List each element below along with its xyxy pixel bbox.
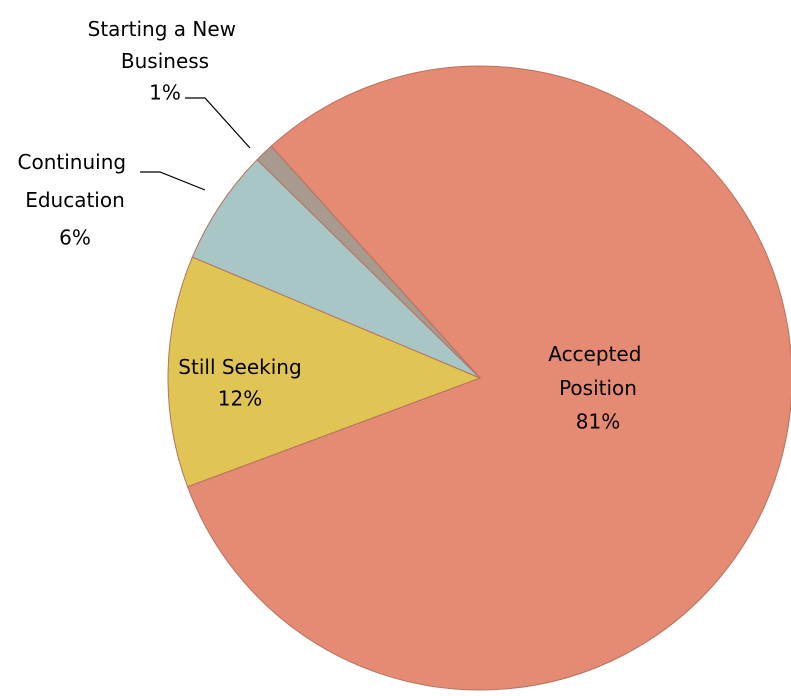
slice-label: Continuing Education: [18, 150, 133, 212]
pie-slice: [186, 65, 791, 691]
label-line: Accepted: [548, 342, 648, 366]
slice-label: Accepted Position: [548, 342, 648, 400]
slice-value-label: 81%: [576, 410, 620, 434]
label-line: Education: [25, 188, 125, 212]
label-line: Continuing: [18, 150, 133, 174]
pie-slice: [256, 145, 481, 379]
label-line: Position: [559, 376, 637, 400]
slice-value-label: 12%: [218, 387, 262, 411]
slice-label: Starting a New Business: [88, 17, 243, 73]
leader-line: [185, 97, 251, 149]
slice-label: Still Seeking: [178, 355, 301, 379]
slice-value-label: 6%: [59, 226, 91, 250]
pie-slice: [167, 256, 482, 488]
leader-line: [140, 171, 206, 191]
label-line: Starting a New: [88, 17, 243, 41]
label-line: Still Seeking: [178, 355, 301, 379]
slice-value-label: 1%: [149, 81, 181, 105]
label-line: Business: [121, 49, 209, 73]
